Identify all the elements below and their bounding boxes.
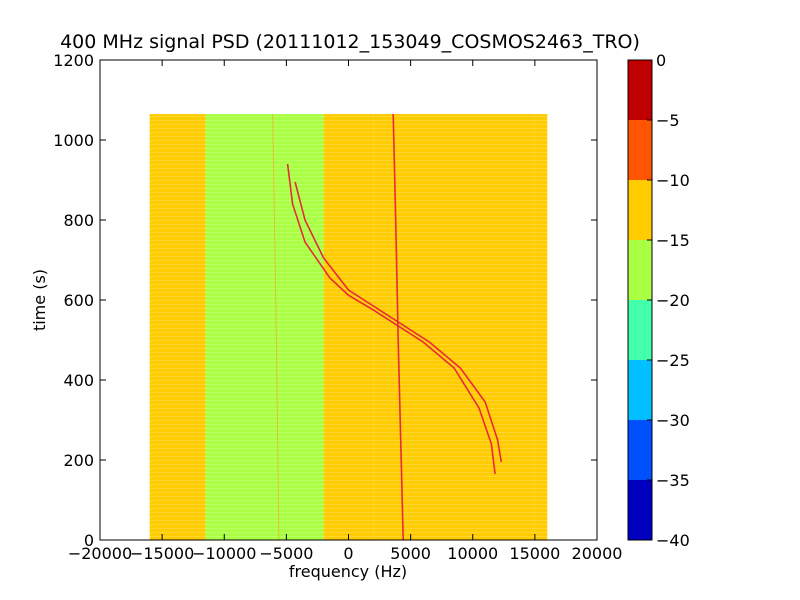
y-axis: 0 200 400 600 800 1000 1200: [53, 51, 597, 550]
colorbar-tick-label: 0: [656, 51, 666, 70]
y-tick-label: 600: [63, 291, 94, 310]
colorbar-band-5: [628, 360, 652, 420]
x-axis-label: frequency (Hz): [289, 562, 407, 581]
colorbar-band-7: [628, 480, 652, 540]
colorbar-band-6: [628, 420, 652, 480]
signal-trace-1: [286, 163, 496, 475]
signal-trace-2: [294, 181, 503, 463]
y-tick-label: 400: [63, 371, 94, 390]
chart-title: 400 MHz signal PSD (20111012_153049_COSM…: [60, 31, 640, 53]
y-axis-label: time (s): [30, 269, 49, 331]
colorbar-tick-label: −10: [656, 171, 690, 190]
x-tick-label: −10000: [192, 544, 256, 563]
x-tick-label: 5000: [390, 544, 431, 563]
x-tick-label: 20000: [572, 544, 623, 563]
signal-trace-0: [392, 113, 404, 540]
colorbar-tick-label: −30: [656, 411, 690, 430]
signal-traces: [272, 113, 503, 540]
colorbar-band-2: [628, 180, 652, 240]
y-tick-label: 1200: [53, 51, 94, 70]
colorbar-tick-label: −20: [656, 291, 690, 310]
colorbar-band-3: [628, 240, 652, 300]
colorbar-band-1: [628, 120, 652, 180]
plot-area: −20000−15000−10000 −5000 0 5000 10000 15000 20…: [53, 51, 622, 563]
x-axis: −20000−15000−10000 −5000 0 5000 10000 15000 20…: [68, 60, 623, 563]
x-tick-label: 0: [343, 544, 353, 563]
colorbar-band-4: [628, 300, 652, 360]
colorbar-tick-label: −5: [656, 111, 680, 130]
x-tick-label: −15000: [130, 544, 194, 563]
x-tick-label: −20000: [68, 544, 132, 563]
y-tick-label: 800: [63, 211, 94, 230]
colorbar: 0 −5 −10 −15 −20 −25 −30 −35 −40: [627, 51, 690, 550]
signal-trace-3: [272, 113, 280, 540]
colorbar-tick-label: −15: [656, 231, 690, 250]
heatmap: [149, 114, 548, 540]
x-tick-label: 10000: [447, 544, 498, 563]
y-tick-label: 0: [84, 531, 94, 550]
heatmap-row-texture: [149, 114, 548, 540]
x-tick-label: 15000: [509, 544, 560, 563]
y-tick-label: 1000: [53, 131, 94, 150]
colorbar-band-0: [628, 60, 652, 120]
x-tick-label: −5000: [259, 544, 313, 563]
colorbar-tick-label: −25: [656, 351, 690, 370]
colorbar-tick-label: −35: [656, 471, 690, 490]
y-tick-label: 200: [63, 451, 94, 470]
colorbar-tick-label: −40: [656, 531, 690, 550]
